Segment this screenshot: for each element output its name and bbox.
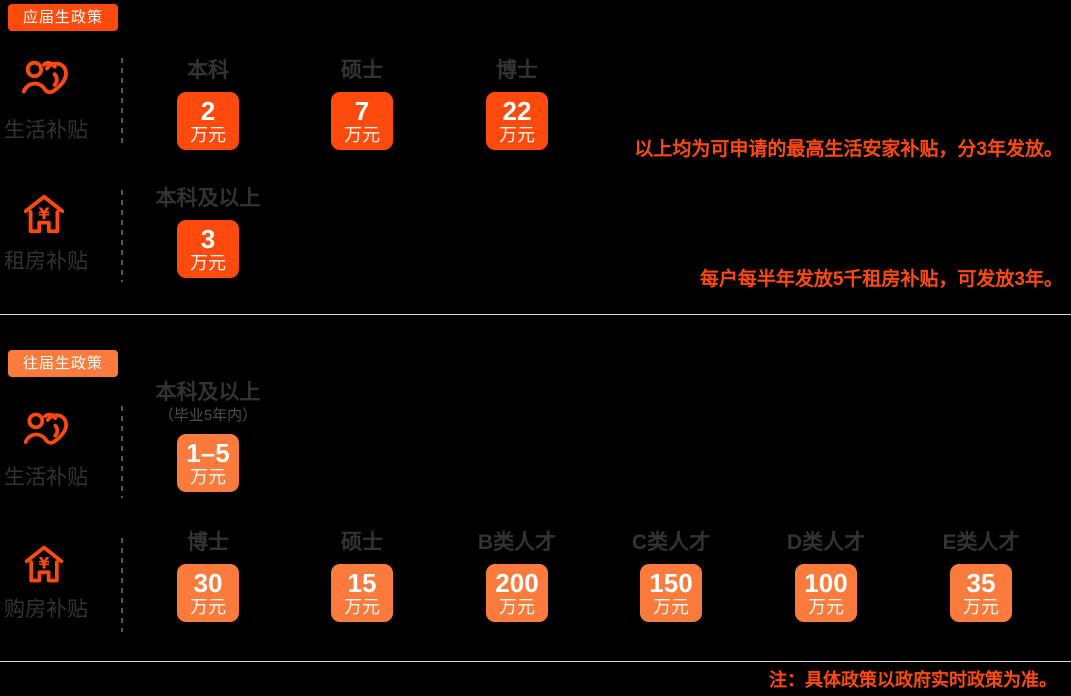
column-phd: 博士 22 万元 bbox=[427, 60, 607, 150]
house-yuan-icon: ¥ bbox=[21, 191, 67, 237]
footnote: 注：具体政策以政府实时政策为准。 bbox=[769, 670, 1057, 690]
value-unit: 万元 bbox=[190, 253, 226, 273]
value-unit: 万元 bbox=[190, 125, 226, 145]
value-amount: 7 bbox=[354, 96, 370, 126]
value-box: 200 万元 bbox=[486, 564, 548, 622]
column-phd: 博士 30 万元 bbox=[118, 532, 298, 622]
column-header: 博士 bbox=[187, 531, 229, 554]
row-label-rent-subsidy: 租房补贴 bbox=[4, 250, 88, 273]
value-amount: 200 bbox=[495, 568, 539, 598]
people-care-icon bbox=[22, 408, 70, 456]
value-unit: 万元 bbox=[499, 597, 535, 617]
rent-subsidy-note: 每户每半年发放5千租房补贴，可发放3年。 bbox=[699, 269, 1063, 290]
column-master: 硕士 7 万元 bbox=[272, 60, 452, 150]
value-box: 1–5 万元 bbox=[177, 434, 239, 492]
column-header: 博士 bbox=[496, 59, 538, 82]
column-e-talent: E类人才 35 万元 bbox=[891, 532, 1071, 622]
value-box: 35 万元 bbox=[950, 564, 1012, 622]
column-bachelor-and-above: 本科及以上 （毕业5年内） 1–5 万元 bbox=[118, 382, 298, 492]
svg-text:¥: ¥ bbox=[39, 555, 50, 573]
dashed-divider bbox=[121, 538, 123, 632]
column-b-talent: B类人才 200 万元 bbox=[427, 532, 607, 622]
value-unit: 万元 bbox=[344, 125, 380, 145]
column-header: 本科及以上 bbox=[155, 381, 261, 404]
value-amount: 2 bbox=[200, 96, 216, 126]
value-box: 7 万元 bbox=[331, 92, 393, 150]
value-amount: 22 bbox=[502, 96, 532, 126]
badge-previous-graduate-policy: 往届生政策 bbox=[8, 350, 118, 377]
column-subheader: （毕业5年内） bbox=[158, 407, 258, 424]
column-header: 硕士 bbox=[341, 59, 383, 82]
house-yuan-icon: ¥ bbox=[22, 542, 66, 586]
column-bachelor: 本科 2 万元 bbox=[118, 60, 298, 150]
row-label-living-subsidy: 生活补贴 bbox=[4, 466, 88, 489]
value-unit: 万元 bbox=[653, 597, 689, 617]
value-amount: 3 bbox=[200, 224, 216, 254]
dashed-divider bbox=[121, 190, 123, 282]
column-c-talent: C类人才 150 万元 bbox=[581, 532, 761, 622]
column-header: 本科 bbox=[187, 59, 229, 82]
svg-text:¥: ¥ bbox=[38, 204, 50, 223]
value-amount: 150 bbox=[649, 568, 693, 598]
column-header: 本科及以上 bbox=[155, 187, 261, 210]
value-amount: 35 bbox=[966, 568, 996, 598]
dashed-divider bbox=[121, 406, 123, 498]
column-header: D类人才 bbox=[786, 531, 866, 554]
value-unit: 万元 bbox=[344, 597, 380, 617]
value-amount: 30 bbox=[193, 568, 223, 598]
column-header: E类人才 bbox=[942, 531, 1020, 554]
value-box: 2 万元 bbox=[177, 92, 239, 150]
column-header: B类人才 bbox=[477, 531, 557, 554]
value-box: 3 万元 bbox=[177, 220, 239, 278]
column-d-talent: D类人才 100 万元 bbox=[736, 532, 916, 622]
value-amount: 100 bbox=[804, 568, 848, 598]
value-box: 150 万元 bbox=[640, 564, 702, 622]
living-subsidy-note: 以上均为可申请的最高生活安家补贴，分3年发放。 bbox=[634, 139, 1063, 160]
value-unit: 万元 bbox=[808, 597, 844, 617]
footer-divider bbox=[0, 661, 1071, 662]
value-box: 30 万元 bbox=[177, 564, 239, 622]
column-master: 硕士 15 万元 bbox=[272, 532, 452, 622]
value-unit: 万元 bbox=[963, 597, 999, 617]
column-header: C类人才 bbox=[631, 531, 711, 554]
column-header: 硕士 bbox=[341, 531, 383, 554]
people-care-icon bbox=[20, 56, 70, 106]
value-amount: 1–5 bbox=[186, 438, 230, 468]
dashed-divider bbox=[121, 58, 123, 148]
value-unit: 万元 bbox=[190, 467, 226, 487]
value-box: 15 万元 bbox=[331, 564, 393, 622]
value-box: 100 万元 bbox=[795, 564, 857, 622]
value-unit: 万元 bbox=[190, 597, 226, 617]
section-divider bbox=[0, 314, 1071, 315]
value-unit: 万元 bbox=[499, 125, 535, 145]
column-bachelor-and-above: 本科及以上 3 万元 bbox=[118, 188, 298, 278]
value-amount: 15 bbox=[347, 568, 377, 598]
badge-fresh-graduate-policy: 应届生政策 bbox=[8, 4, 118, 31]
value-box: 22 万元 bbox=[486, 92, 548, 150]
row-label-living-subsidy: 生活补贴 bbox=[4, 119, 88, 142]
row-label-home-purchase-subsidy: 购房补贴 bbox=[4, 598, 88, 621]
